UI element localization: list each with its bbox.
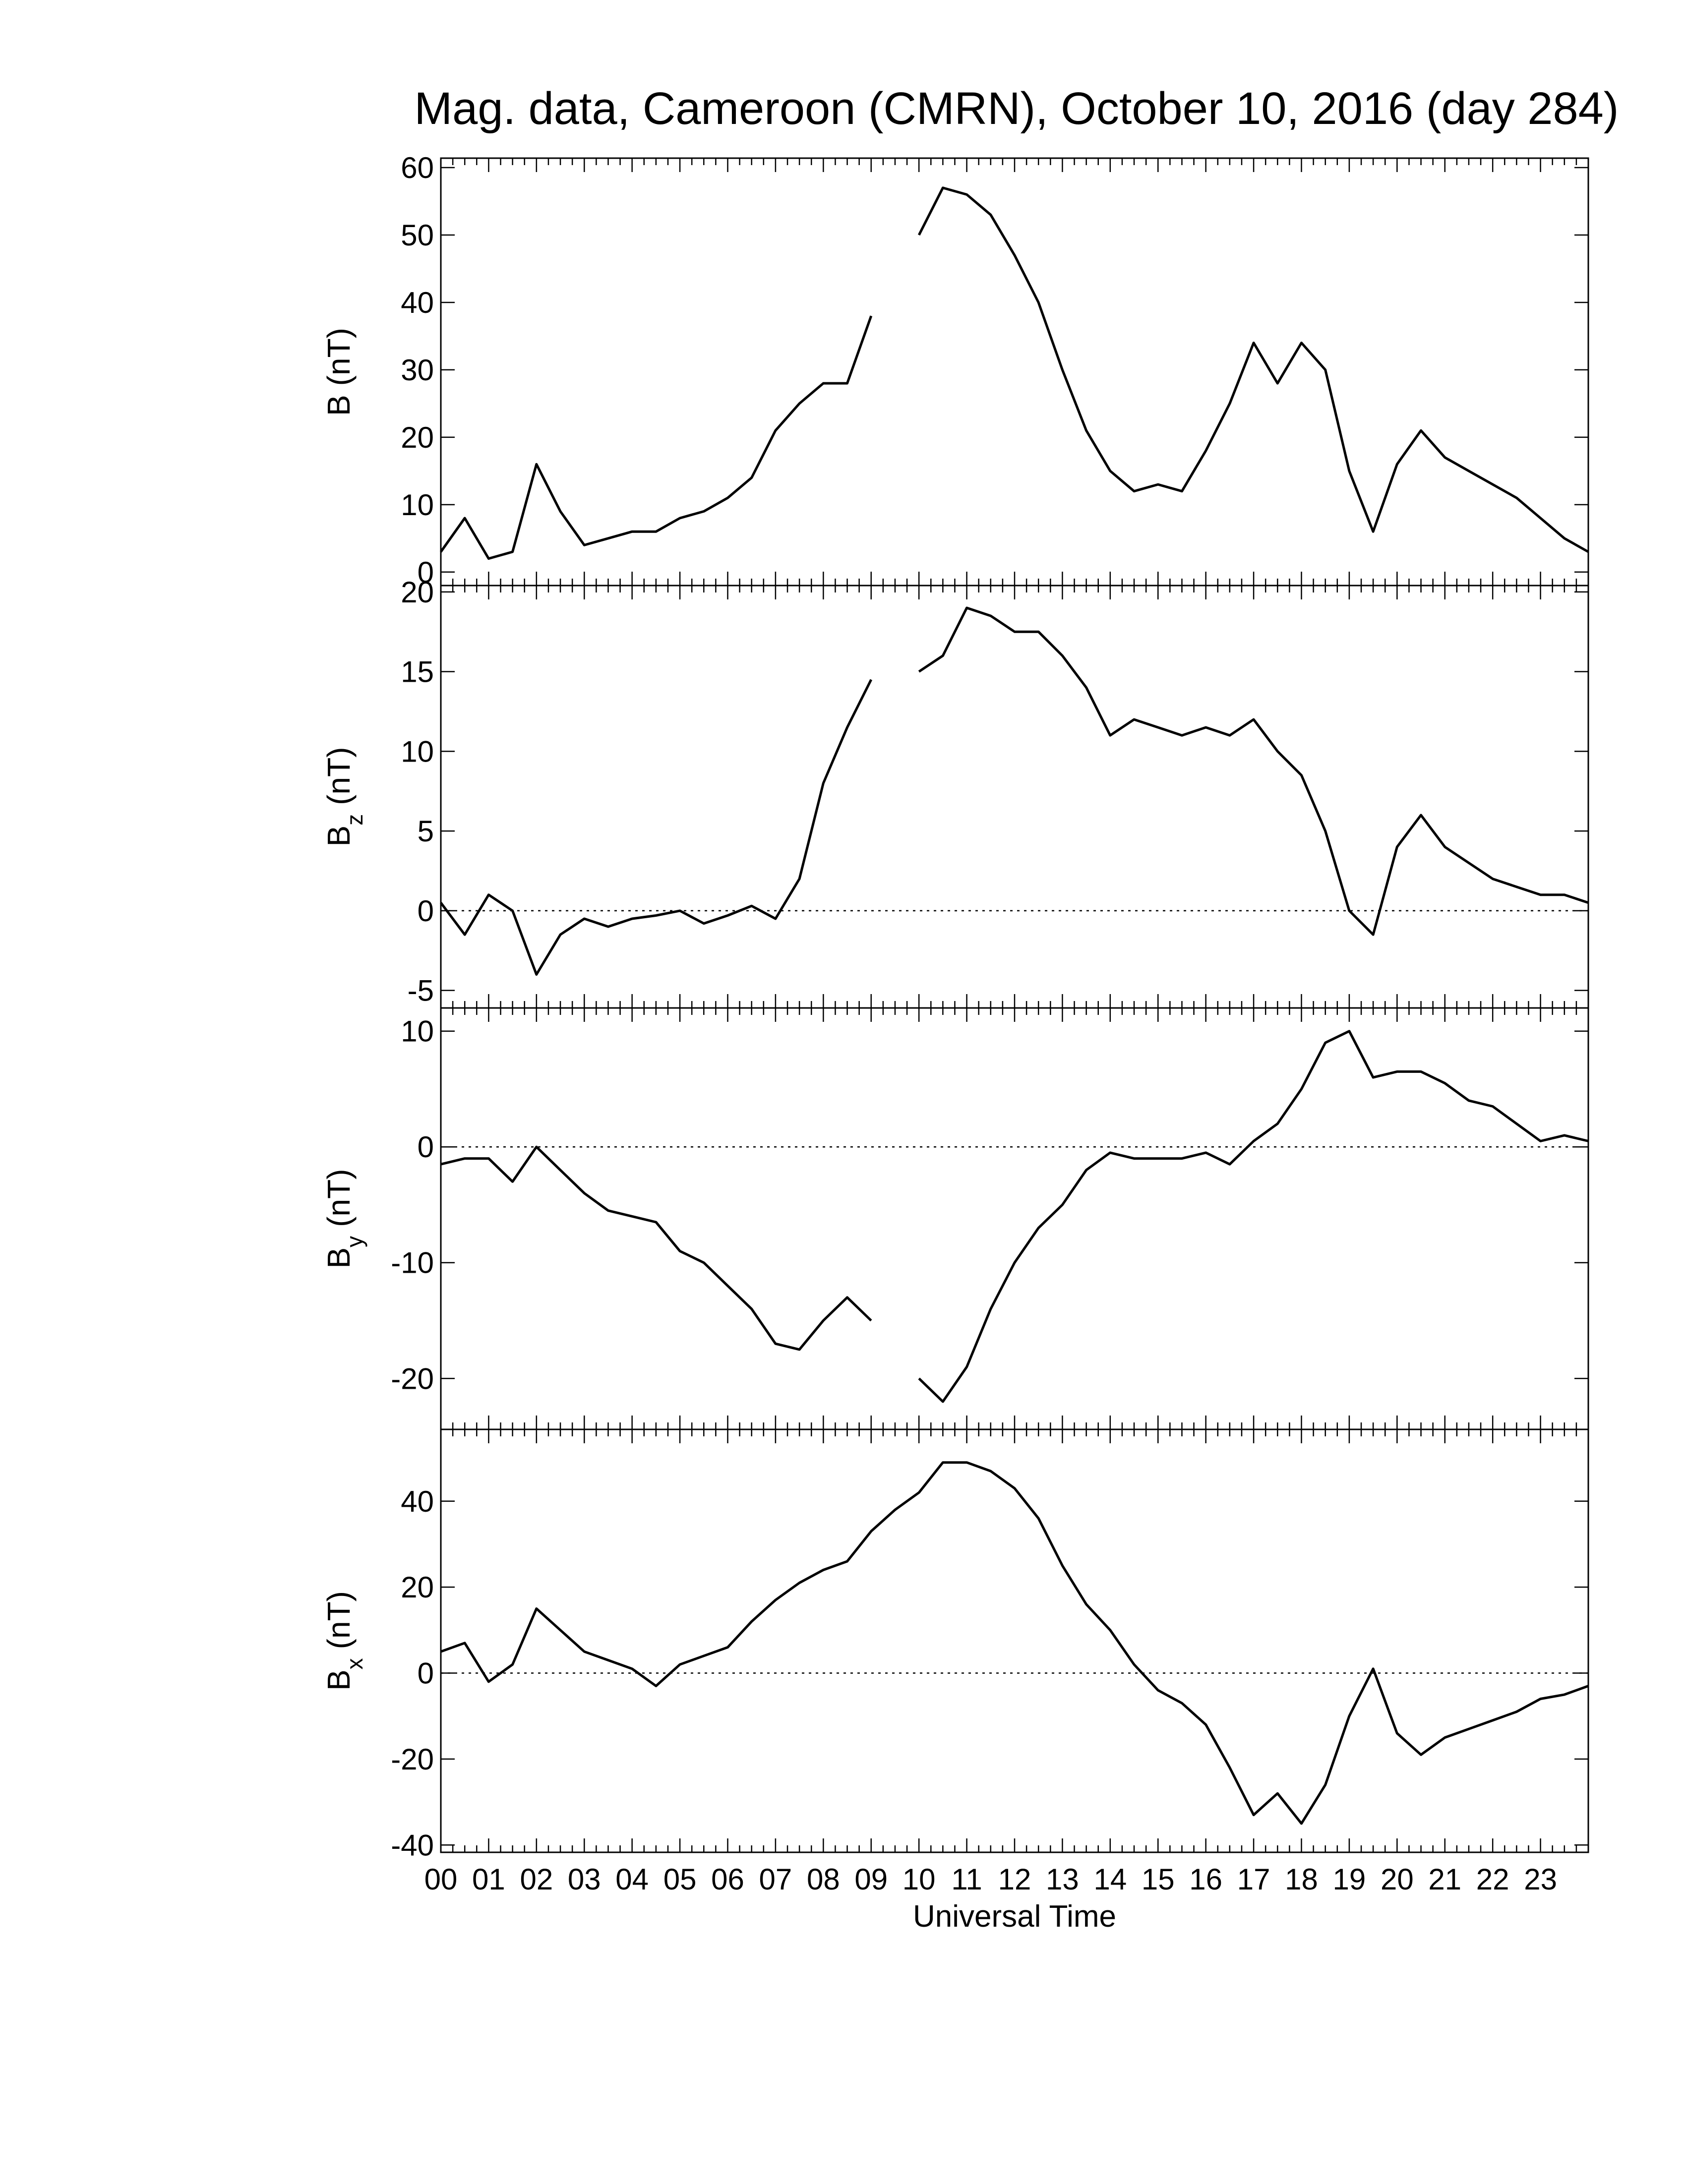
y-tick-label: 30	[401, 354, 434, 387]
data-line	[440, 1461, 1589, 1825]
y-tick-label: -20	[391, 1362, 434, 1395]
y-label-subscript: y	[342, 1236, 367, 1247]
y-tick-label: 40	[401, 286, 434, 319]
x-tick-label: 10	[903, 1863, 936, 1896]
x-tick-label: 19	[1333, 1863, 1366, 1896]
data-line	[440, 1030, 1589, 1403]
x-tick-label: 14	[1093, 1863, 1127, 1896]
y-tick-label: 5	[418, 815, 434, 848]
x-tick-label: 20	[1381, 1863, 1414, 1896]
y-axis-label: Bz (nT)	[321, 747, 367, 847]
y-tick-label: 20	[401, 421, 434, 454]
y-label-unit: (nT)	[321, 328, 357, 386]
y-tick-label: -5	[408, 974, 434, 1007]
y-label-subscript: z	[342, 814, 367, 826]
x-tick-label: 16	[1189, 1863, 1222, 1896]
x-tick-label: 04	[615, 1863, 649, 1896]
plot-frame	[440, 157, 1589, 587]
x-tick-label: 21	[1428, 1863, 1461, 1896]
y-label-unit: (nT)	[321, 747, 357, 805]
y-tick-label: 0	[418, 894, 434, 928]
x-tick-label: 12	[998, 1863, 1031, 1896]
y-tick-label: 0	[418, 1657, 434, 1690]
x-tick-label: 17	[1237, 1863, 1270, 1896]
plot-frame	[440, 585, 1589, 1009]
y-label-symbol: B	[321, 395, 357, 416]
x-tick-label: 08	[807, 1863, 840, 1896]
plot-frame	[440, 1428, 1589, 1853]
y-label-symbol: B	[321, 1669, 357, 1691]
x-axis-label: Universal Time	[913, 1899, 1116, 1934]
chart-title: Mag. data, Cameroon (CMRN), October 10, …	[415, 83, 1619, 134]
x-tick-label: 06	[711, 1863, 744, 1896]
y-tick-label: 40	[401, 1485, 434, 1518]
x-tick-label: 15	[1142, 1863, 1175, 1896]
x-tick-label: 18	[1285, 1863, 1318, 1896]
y-tick-label: -40	[391, 1829, 434, 1862]
x-tick-label: 03	[568, 1863, 601, 1896]
y-tick-label: 10	[401, 1015, 434, 1048]
y-tick-label: -10	[391, 1246, 434, 1280]
y-tick-label: 15	[401, 655, 434, 689]
x-tick-label: 09	[854, 1863, 888, 1896]
y-tick-label: 10	[401, 488, 434, 522]
y-axis-label: Bx (nT)	[321, 1591, 367, 1691]
y-tick-label: -20	[391, 1743, 434, 1776]
x-tick-label: 02	[520, 1863, 553, 1896]
y-axis-label: B (nT)	[321, 328, 357, 416]
y-axis-label: By (nT)	[321, 1169, 367, 1269]
x-tick-label: 01	[472, 1863, 505, 1896]
y-label-unit: (nT)	[321, 1169, 357, 1227]
y-tick-label: 60	[401, 151, 434, 184]
y-label-symbol: B	[321, 1247, 357, 1269]
y-label-symbol: B	[321, 826, 357, 847]
y-tick-label: 0	[418, 1130, 434, 1164]
y-label-unit: (nT)	[321, 1591, 357, 1649]
y-tick-label: 20	[401, 576, 434, 609]
y-tick-label: 20	[401, 1571, 434, 1604]
x-tick-label: 11	[951, 1863, 982, 1896]
data-line	[439, 186, 1589, 560]
y-label-subscript: x	[342, 1658, 367, 1669]
x-tick-label: 13	[1046, 1863, 1079, 1896]
x-tick-label: 07	[759, 1863, 792, 1896]
x-tick-label: 00	[424, 1863, 458, 1896]
x-tick-label: 22	[1476, 1863, 1509, 1896]
y-tick-label: 10	[401, 735, 434, 768]
x-tick-label: 23	[1524, 1863, 1557, 1896]
data-line	[439, 606, 1589, 976]
x-tick-label: 05	[663, 1863, 697, 1896]
y-tick-label: 0	[418, 556, 434, 589]
y-tick-label: 50	[401, 219, 434, 252]
